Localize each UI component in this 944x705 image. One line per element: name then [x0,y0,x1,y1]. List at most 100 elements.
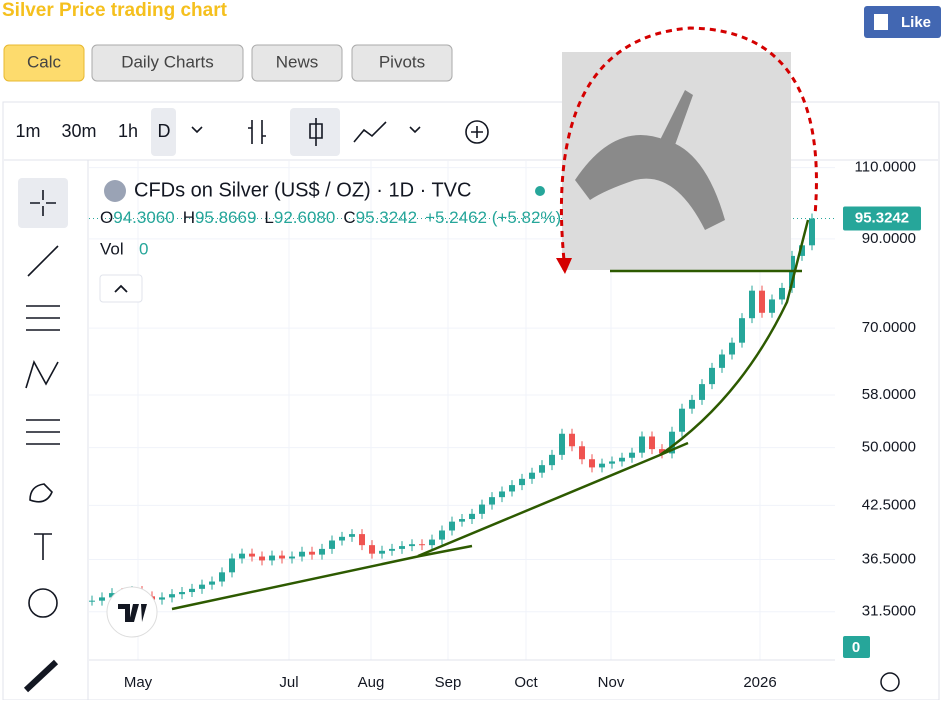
last-price-label: 95.3242 [855,209,909,226]
candle [449,521,455,531]
tool-active[interactable] [18,178,68,228]
interval[interactable]: 30m [61,121,96,141]
photo-figure [575,90,725,230]
candle [739,318,745,343]
candle [669,431,675,454]
y-tick-label: 36.5000 [862,550,916,567]
candle [349,534,355,537]
tab[interactable] [3,44,85,82]
candle [239,553,245,559]
symbol-icon [104,180,126,202]
x-tick-label: Aug [358,674,385,691]
candle [679,408,685,432]
tab[interactable] [251,44,343,82]
interval[interactable]: 1m [15,121,40,141]
y-tick-label: 58.0000 [862,386,916,403]
candle [289,556,295,559]
text-tool[interactable] [34,533,52,560]
x-tick-label: 2026 [743,674,776,691]
candle [769,299,775,313]
cross-tool[interactable] [30,190,56,216]
candle [489,497,495,505]
like-label: Like [901,14,931,31]
candle [599,463,605,468]
tab-label: Pivots [379,52,425,71]
status-dot [535,186,545,196]
candle [469,513,475,520]
ruler-tool[interactable] [23,659,59,693]
tabs: Calc Daily Charts News Pivots [3,44,453,82]
like-icon [874,14,888,30]
ohlc-value: 94.3060 [113,208,174,227]
tab[interactable] [91,44,244,82]
chart-type-icons [191,118,489,146]
candle [639,436,645,453]
y-tick-label: 70.0000 [862,319,916,336]
change: +5.2462 (+5.82%) [425,208,561,227]
x-tick-label: Jul [279,674,298,691]
tab-label: Daily Charts [121,52,214,71]
tab-label: Calc [27,52,62,71]
candle [279,555,285,559]
volume-badge [843,636,870,658]
candle [479,504,485,514]
brush-tool[interactable] [29,483,53,503]
y-tick-label: 110.0000 [855,159,916,176]
candle [109,593,115,598]
chart-title: CFDs on Silver (US$ / OZ) · 1D · TVC [134,179,471,201]
collapse-button[interactable] [99,274,143,303]
tv-logo [106,586,158,638]
x-tick-label: Oct [514,674,538,691]
candle [779,287,785,300]
candle [209,581,215,585]
collapse-icon [114,284,128,293]
last-price-badge [843,206,921,231]
candle [549,454,555,466]
candle [219,572,225,582]
ohlc-key: H [183,208,195,227]
candle [649,436,655,450]
ohlc-key: L [264,208,273,227]
forecast-tool[interactable] [26,419,60,445]
candle [719,354,725,368]
y-tick-label: 90.0000 [862,230,916,247]
x-tick-label: May [124,674,153,691]
candle [699,384,705,400]
emoji-tool[interactable] [28,588,58,618]
candle [269,555,275,561]
candle [189,588,195,593]
x-tick-label: Nov [598,674,625,691]
candle [369,545,375,554]
pattern-tool[interactable] [25,359,59,389]
candle [589,459,595,468]
ohlc-value: 92.6080 [274,208,335,227]
ohlc-key: C [343,208,355,227]
fib-tool[interactable] [26,305,60,331]
candle [389,548,395,551]
interval[interactable]: D [158,121,171,141]
trend-lines [171,219,810,611]
settings-icon[interactable] [880,672,900,692]
candle [199,584,205,589]
toolbar: 1m 30m 1h D [15,108,489,156]
candle [169,594,175,598]
candle [459,519,465,522]
candle [519,478,525,486]
candle [579,446,585,460]
interval[interactable]: 1h [118,121,138,141]
candle [629,452,635,458]
y-tick-label: 42.5000 [862,496,916,513]
candle [659,449,665,454]
candle [729,342,735,355]
volume-badge-label: 0 [852,639,860,656]
line-tool[interactable] [27,245,59,277]
candle [99,597,105,601]
candle [179,592,185,595]
drawing-tools [18,178,68,693]
interval-active [151,108,176,156]
candle [609,461,615,464]
candle [399,546,405,549]
candle [749,290,755,319]
tab[interactable] [351,44,453,82]
candle [759,290,765,313]
